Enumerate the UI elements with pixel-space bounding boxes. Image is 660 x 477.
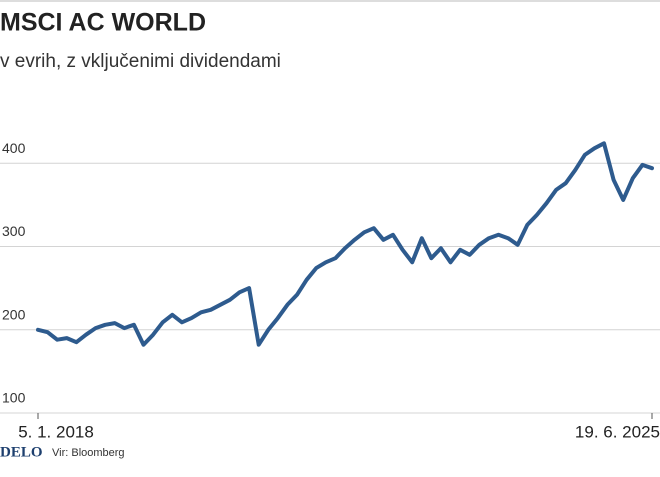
source: Vir: Bloomberg — [52, 447, 125, 459]
logo: DELO — [0, 444, 43, 460]
line-series — [36, 141, 654, 347]
x-tick-label: 19. 6. 2025 — [575, 422, 660, 441]
y-tick-label: 300 — [2, 223, 26, 239]
y-tick-label: 100 — [2, 390, 26, 406]
x-tick-label: 5. 1. 2018 — [18, 422, 94, 441]
y-tick-label: 200 — [2, 306, 26, 322]
y-tick-label: 400 — [2, 140, 26, 156]
chart-title: MSCI AC WORLD — [0, 9, 206, 37]
chart-subtitle: v evrih, z vključenimi dividendami — [0, 51, 281, 72]
